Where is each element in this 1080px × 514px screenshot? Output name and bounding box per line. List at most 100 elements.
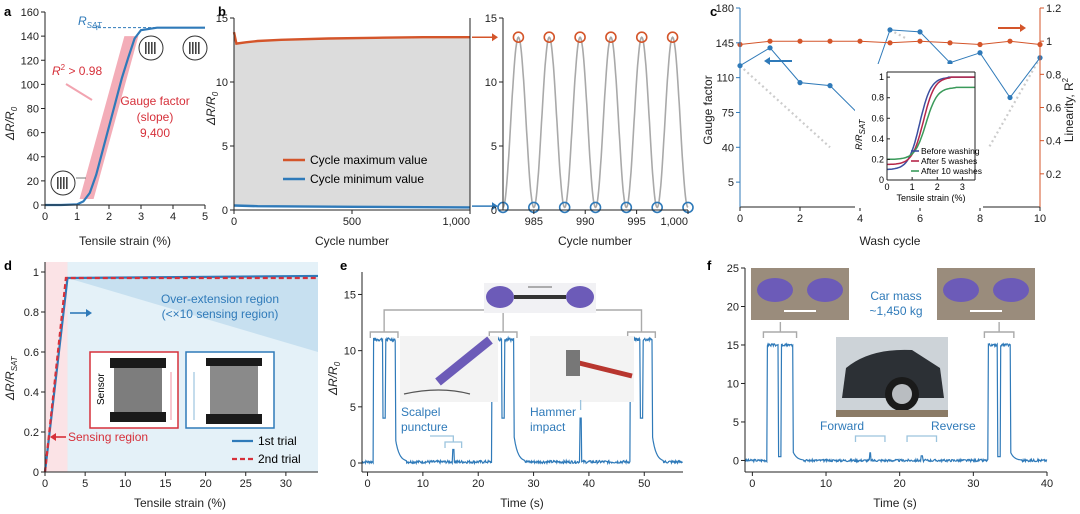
b-right-min-marker	[558, 201, 571, 214]
a-ytick-label: 120	[21, 55, 39, 67]
c-linearity-point	[977, 41, 983, 48]
c-inset-xtick-label: 0	[884, 182, 889, 192]
f-ytick-label: 25	[727, 263, 739, 275]
c-ytick-label: 180	[716, 3, 734, 15]
e-xtick-label: 50	[638, 478, 650, 490]
a-sensor-icon-relaxed-bar	[66, 177, 68, 189]
c-inset-xlabel: Tensile strain (%)	[896, 193, 965, 203]
d-ylabel: ΔR/RSAT	[3, 355, 19, 401]
b-right-xtick-label: 985	[525, 216, 543, 228]
f-car-mass-label-2: ~1,450 kg	[869, 304, 922, 318]
b-right-peak-marker	[543, 31, 556, 44]
c-linearity-point	[917, 38, 923, 44]
c-inset-legend-label: After 10 washes	[921, 166, 982, 176]
a-sensor-icon-relaxed-bar	[57, 177, 59, 189]
b-right-min-marker	[651, 201, 663, 214]
e-photo-glove-left	[486, 286, 514, 308]
f-bracket-leaders	[779, 322, 1000, 332]
d-xtick-label: 10	[119, 478, 131, 490]
panel-label-a: a	[4, 4, 12, 19]
a-sensor-icon-relaxed	[50, 170, 76, 196]
b-range-fill	[234, 32, 470, 208]
e-hammer-label-1: Hammer	[530, 405, 576, 419]
c-arrow-right-head	[1020, 24, 1026, 32]
e-xtick-label: 40	[583, 478, 595, 490]
f-xtick-label: 40	[1041, 478, 1053, 490]
f-forward-label: Forward	[820, 419, 864, 433]
d-ytick-label: 1	[33, 267, 39, 279]
a-sensor-icon-mid-bar	[148, 42, 150, 54]
f-bracket-pulse-1	[762, 331, 798, 338]
b-legend-label-min: Cycle minimum value	[310, 172, 424, 186]
b-right-ytick-label: 10	[485, 77, 497, 89]
d-xtick-label: 25	[240, 478, 252, 490]
c-ytick-label: 145	[716, 38, 734, 50]
b-right-peak-marker	[605, 31, 617, 44]
b-right-xtick-label: 990	[576, 216, 594, 228]
f-ytick-label: 15	[727, 340, 739, 352]
panel-label-e: e	[340, 258, 347, 273]
a-sensor-icon-mid-bar	[145, 42, 147, 54]
a-xtick-label: 0	[42, 211, 48, 223]
b-xtick-label: 500	[343, 216, 361, 228]
c-y2tick-label: 0.2	[1046, 169, 1061, 181]
c-ytick-label: 5	[728, 177, 734, 189]
f-photo-glove-left-2	[807, 278, 843, 302]
a-sensor-icon-stretched	[182, 35, 208, 61]
e-ytick-label: 0	[350, 458, 356, 470]
b-min-line	[233, 204, 471, 209]
b-right-peak-marker	[512, 31, 525, 44]
d-ytick-label: 0.6	[24, 347, 39, 359]
f-car-mass-label-1: Car mass	[870, 289, 921, 303]
a-sensor-icon-stretched-bar	[192, 42, 194, 54]
c-inset-ytick-label: 0.4	[871, 134, 884, 144]
f-photo-glove-right-1	[943, 278, 979, 302]
d-ytick-label: 0	[33, 467, 39, 479]
e-xlabel: Time (s)	[500, 496, 544, 510]
a-gf-label-1: Gauge factor	[120, 94, 189, 108]
f-photo-car-body	[842, 349, 944, 398]
c-inset-connector-right	[988, 57, 1041, 148]
c-inset-ytick-label: 0	[879, 175, 884, 185]
f-photo-glove-left-1	[757, 278, 793, 302]
d-xtick-label: 15	[159, 478, 171, 490]
e-bracket-connector	[383, 309, 643, 332]
a-r2-arrow	[65, 83, 93, 101]
d-photo-stretched-clamp-top	[206, 358, 262, 366]
d-legend-label-2: 2nd trial	[258, 452, 301, 466]
a-rsat-label: RSAT	[78, 14, 103, 30]
c-inset-xtick-label: 3	[960, 182, 965, 192]
d-ytick-label: 0.4	[24, 387, 39, 399]
f-photo-car-rim	[892, 384, 912, 404]
d-photo-relaxed-clamp-bottom	[110, 412, 166, 422]
d-photo-relaxed-clamp-top	[110, 358, 166, 368]
d-overext-arrow-head	[86, 309, 92, 317]
a-xtick-label: 5	[202, 211, 208, 223]
a-sensor-icon-mid-bar	[151, 42, 153, 54]
panel-label-b: b	[218, 4, 226, 19]
c-y2tick-label: 0.8	[1046, 69, 1061, 81]
f-xtick-label: 0	[749, 478, 755, 490]
f-bracket-pulse-2	[983, 331, 1015, 338]
e-scalpel-bracket	[430, 435, 463, 448]
b-ytick-label: 0	[222, 205, 228, 217]
a-ytick-label: 20	[27, 176, 39, 188]
c-y2tick-label: 0.4	[1046, 136, 1061, 148]
d-photo-relaxed-sample	[114, 368, 162, 414]
b-right-peak-marker	[666, 31, 679, 44]
a-sensor-icon-stretched-bar	[198, 42, 200, 54]
c-xtick-label: 8	[977, 213, 983, 225]
c-inset-ytick-label: 0.6	[871, 113, 884, 123]
a-gf-label-3: 9,400	[140, 126, 170, 140]
c-inset-ytick-label: 1	[879, 72, 884, 82]
d-ytick-label: 0.8	[24, 307, 39, 319]
d-overext-label-1: Over-extension region	[161, 292, 279, 306]
e-ytick-label: 15	[344, 289, 356, 301]
f-xlabel: Time (s)	[873, 496, 917, 510]
b-max-line	[232, 31, 470, 45]
e-photo-hammer	[530, 336, 634, 402]
e-xtick-label: 20	[472, 478, 484, 490]
b-right-ytick-label: 0	[491, 205, 497, 217]
b-right-xtick-label: 1,000	[660, 216, 688, 228]
a-sensor-icon-mid	[138, 35, 164, 61]
